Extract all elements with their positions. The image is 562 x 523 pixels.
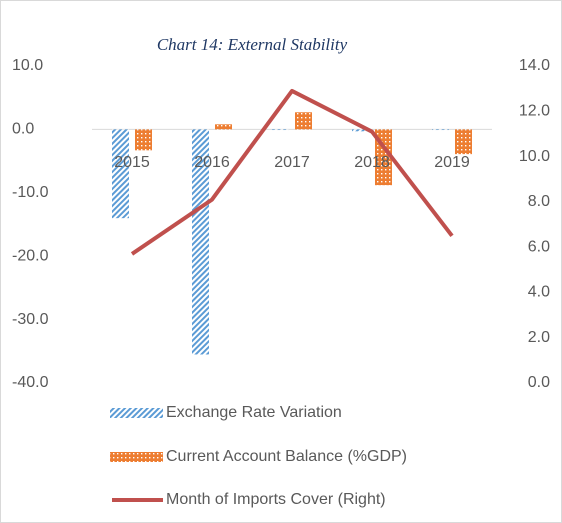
y2-tick-label: 2.0 (528, 329, 550, 346)
y2-tick-label: 14.0 (519, 57, 550, 74)
x-tick-label: 2019 (434, 154, 470, 171)
chart-title: Chart 14: External Stability (157, 35, 348, 54)
bar (272, 129, 289, 131)
y-tick-label: 0.0 (12, 121, 34, 138)
line (130, 88, 454, 256)
y-tick-label: -20.0 (12, 247, 49, 264)
bar (432, 129, 449, 131)
bar (215, 124, 232, 130)
x-tick-label: 2017 (274, 154, 310, 171)
bar (455, 129, 472, 155)
x-tick-label: 2015 (114, 154, 150, 171)
bar (112, 129, 129, 219)
y2-tick-label: 8.0 (528, 193, 550, 210)
x-tick-label: 2016 (194, 154, 230, 171)
bar (192, 129, 209, 355)
x-tick-label: 2018 (354, 154, 390, 171)
y-tick-label: -40.0 (12, 374, 49, 391)
y2-tick-label: 6.0 (528, 238, 550, 255)
y2-tick-label: 0.0 (528, 374, 550, 391)
legend-symbol (110, 452, 163, 462)
legend-label: Month of Imports Cover (Right) (166, 491, 386, 508)
y-tick-label: -10.0 (12, 184, 49, 201)
bar (135, 129, 152, 151)
legend-symbol (110, 408, 163, 418)
y-tick-label: -30.0 (12, 311, 49, 328)
y-tick-label: 10.0 (12, 57, 43, 74)
legend-label: Exchange Rate Variation (166, 404, 342, 421)
y2-tick-label: 12.0 (519, 103, 550, 120)
y2-tick-label: 10.0 (519, 148, 550, 165)
legend-label: Current Account Balance (%GDP) (166, 448, 407, 465)
bar (295, 112, 312, 130)
y2-tick-label: 4.0 (528, 284, 550, 301)
bar (352, 129, 369, 132)
